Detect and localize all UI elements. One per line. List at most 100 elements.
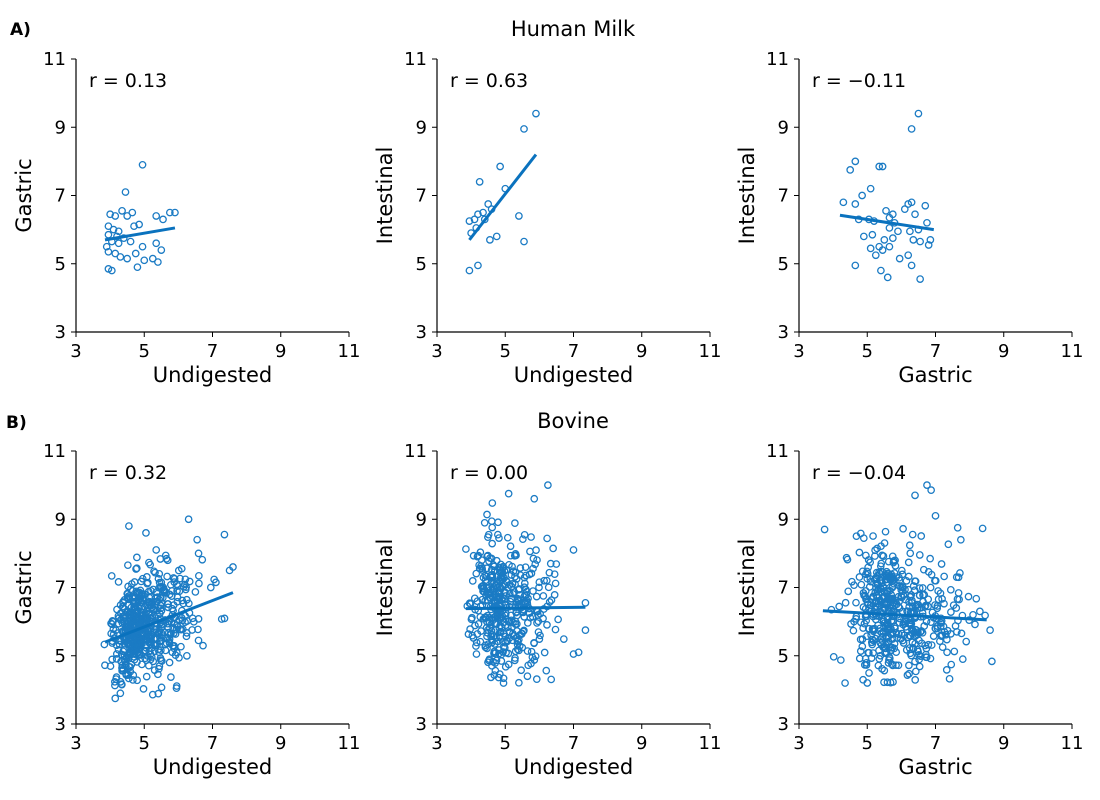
data-point [921, 201, 930, 210]
data-point [878, 246, 887, 254]
data-point [507, 582, 516, 591]
data-point [505, 560, 513, 569]
data-point [969, 610, 977, 619]
data-point [520, 530, 529, 539]
data-point [581, 599, 590, 607]
data-point [466, 625, 474, 633]
data-point [152, 239, 161, 248]
data-point [863, 574, 872, 583]
data-point [511, 620, 520, 629]
data-point [148, 690, 157, 699]
data-point [953, 523, 962, 532]
data-point [533, 619, 541, 627]
data-point [483, 628, 492, 637]
data-point [922, 653, 930, 662]
data-point [199, 641, 207, 650]
data-point [909, 582, 918, 590]
data-point [552, 560, 561, 568]
data-point [488, 499, 497, 507]
data-point [511, 568, 520, 577]
data-point [895, 254, 904, 263]
data-point [149, 657, 158, 666]
data-point [540, 648, 549, 657]
data-point [855, 654, 864, 663]
data-point [518, 643, 527, 652]
data-point [155, 664, 163, 673]
data-point [887, 643, 896, 652]
data-point [159, 215, 167, 224]
x-tick-label: 11 [1061, 341, 1084, 362]
y-tick-label: 5 [416, 646, 427, 667]
data-point [891, 596, 900, 605]
y-tick-label: 7 [55, 578, 66, 599]
data-point [184, 599, 193, 608]
data-point [212, 578, 220, 587]
data-point [492, 232, 501, 241]
data-point [878, 162, 887, 171]
data-point [865, 669, 873, 677]
data-point [123, 212, 132, 220]
correlation-label: r = 0.00 [450, 462, 528, 484]
data-point [943, 648, 951, 657]
data-point [175, 653, 183, 662]
data-point [943, 626, 952, 635]
x-axis-label: Undigested [514, 363, 634, 387]
data-point [500, 581, 509, 589]
data-point [150, 625, 159, 634]
data-point [170, 574, 179, 583]
data-point [879, 632, 887, 641]
data-point [464, 630, 473, 638]
x-axis-label: Gastric [898, 363, 972, 387]
data-point [904, 585, 913, 594]
data-point [143, 629, 152, 638]
data-point [495, 534, 503, 542]
data-point [880, 678, 888, 687]
data-point [483, 552, 491, 561]
data-point [542, 666, 551, 675]
data-point [905, 661, 913, 670]
data-point [914, 109, 923, 118]
data-point [532, 592, 541, 601]
data-point [954, 573, 963, 582]
x-tick-label: 3 [793, 341, 804, 362]
data-point [154, 645, 163, 654]
y-axis-label: Gastric [12, 158, 36, 232]
data-point [178, 616, 187, 625]
data-point [184, 515, 193, 524]
data-point [469, 551, 478, 560]
data-point [494, 673, 503, 682]
data-point [161, 646, 170, 655]
panel-human-intestinal-vs-undigested: 3 5 7 9 11 3 5 7 9 11 Undigested Intestinal r = 0.63 [373, 49, 721, 387]
x-tick-label: 7 [207, 733, 218, 754]
data-point [839, 198, 848, 207]
data-point [952, 627, 961, 636]
data-point [971, 620, 979, 629]
data-point [533, 556, 541, 564]
data-point [878, 567, 887, 576]
data-point [513, 645, 522, 654]
row-a-title: Human Milk [511, 17, 636, 41]
data-point [888, 552, 897, 561]
data-point [125, 522, 133, 530]
x-tick-label: 11 [338, 341, 361, 362]
data-point [890, 569, 899, 577]
data-point [865, 583, 874, 591]
data-point [988, 657, 996, 666]
data-point [931, 576, 939, 585]
data-point [100, 640, 109, 649]
data-point [511, 654, 519, 662]
data-point [191, 588, 200, 596]
data-point [496, 162, 504, 171]
data-point [487, 517, 496, 526]
data-point [543, 621, 551, 629]
data-point [149, 605, 158, 614]
data-point [102, 242, 111, 251]
data-point [944, 540, 953, 549]
data-point [499, 679, 508, 687]
data-point [111, 681, 119, 690]
data-point [943, 635, 951, 644]
data-point [551, 579, 560, 588]
data-point [104, 230, 113, 239]
data-point [481, 571, 490, 580]
data-point [884, 557, 893, 566]
